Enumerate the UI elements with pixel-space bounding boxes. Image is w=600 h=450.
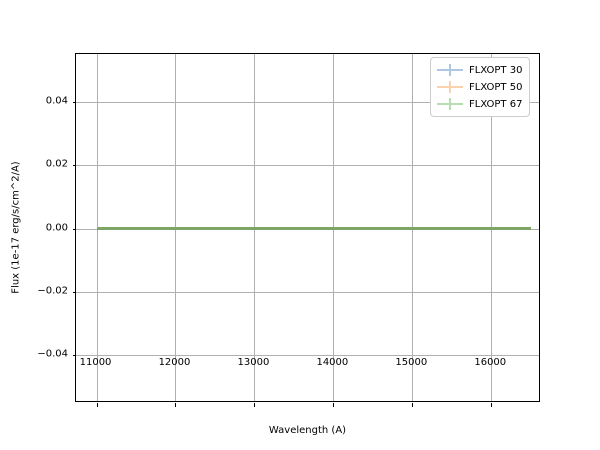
x-tick-label: 14000 [316, 357, 349, 368]
legend-entry[interactable]: FLXOPT 50 [437, 80, 522, 94]
gridline-horizontal [76, 101, 539, 103]
x-tick-label: 11000 [79, 357, 112, 368]
x-tick [254, 403, 256, 407]
legend-entry[interactable]: FLXOPT 67 [437, 97, 522, 111]
x-tick-label: 16000 [474, 357, 507, 368]
y-tick-label: −0.04 [37, 348, 68, 360]
chart-legend[interactable]: FLXOPT 30 FLXOPT 50 FLXOPT 67 [430, 57, 531, 117]
x-tick [491, 403, 493, 407]
legend-label: FLXOPT 50 [469, 81, 523, 93]
x-tick [412, 403, 414, 407]
y-tick [72, 291, 76, 293]
legend-errorbar-icon [437, 64, 463, 76]
x-tick [175, 403, 177, 407]
series-line [96, 227, 531, 230]
y-tick [72, 165, 76, 167]
plot-area [76, 54, 539, 401]
legend-label: FLXOPT 67 [469, 98, 523, 110]
gridline-horizontal [76, 291, 539, 293]
y-tick [72, 355, 76, 357]
y-tick [72, 101, 76, 103]
y-tick-label: 0.04 [45, 95, 68, 107]
x-tick-label: 15000 [395, 357, 428, 368]
x-tick [96, 403, 98, 407]
legend-entry[interactable]: FLXOPT 30 [437, 63, 522, 77]
x-tick [333, 403, 335, 407]
x-tick-label: 12000 [158, 357, 191, 368]
y-axis-label-text: Flux (1e-17 erg/s/cm^2/A) [10, 161, 22, 294]
y-axis-label: Flux (1e-17 erg/s/cm^2/A) [9, 53, 23, 402]
legend-label: FLXOPT 30 [469, 64, 523, 76]
x-axis-label: Wavelength (A) [268, 425, 347, 436]
x-tick-label: 13000 [237, 357, 270, 368]
y-tick [72, 228, 76, 230]
gridline-horizontal [76, 165, 539, 167]
gridline-horizontal [76, 355, 539, 357]
legend-errorbar-icon [437, 98, 463, 110]
y-tick-label: −0.02 [37, 285, 68, 297]
y-tick-label: 0.02 [45, 158, 68, 170]
y-tick-label: 0.00 [45, 222, 68, 233]
legend-errorbar-icon [437, 81, 463, 93]
